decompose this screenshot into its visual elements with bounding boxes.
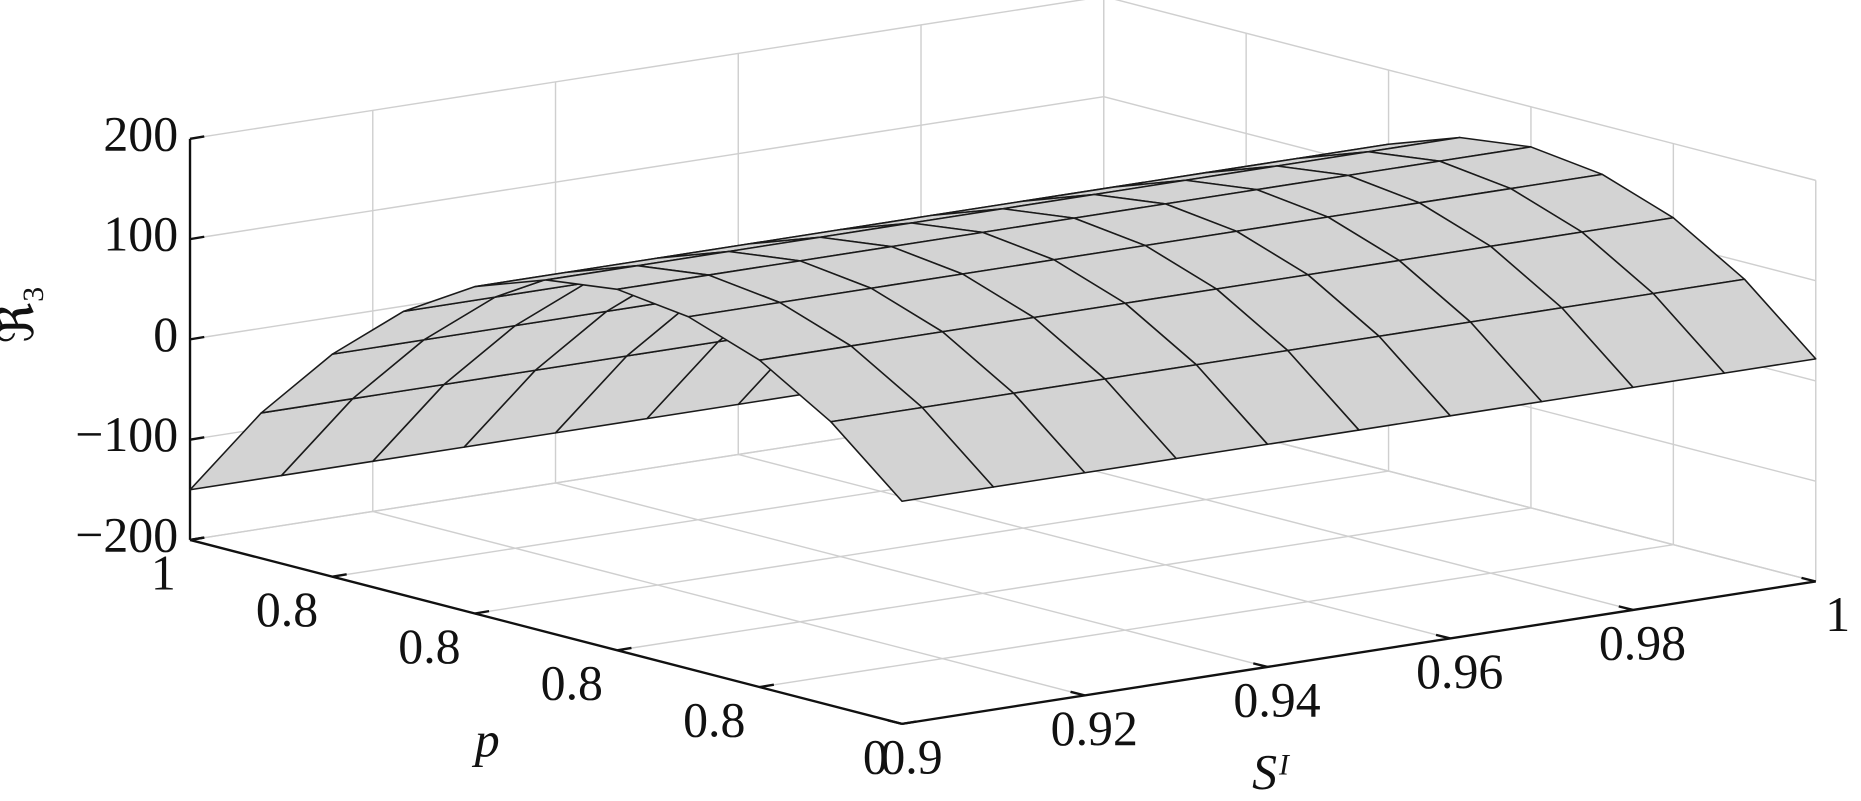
z-tick-label: 100 (103, 207, 178, 262)
s-tick-label: 0.9 (880, 729, 942, 784)
tick-mark (617, 646, 632, 652)
tick-mark (189, 135, 205, 141)
tick-mark (189, 436, 205, 441)
grid-line (189, 0, 1086, 140)
tick-mark (189, 235, 205, 241)
axis-line (189, 538, 903, 726)
grid-line (474, 470, 1389, 615)
s-axis-label: Sᴵ (1252, 745, 1291, 800)
s-tick-label: 0.96 (1416, 644, 1503, 699)
tick-mark (887, 719, 903, 726)
z-axis-label: ℜ₃ (0, 285, 44, 343)
p-axis-label: p (472, 713, 500, 768)
tick-mark (474, 609, 490, 615)
s-tick-label: 0.98 (1599, 615, 1686, 670)
s-tick-label: 1 (1825, 587, 1850, 642)
s-tick-label: 0.92 (1051, 701, 1138, 756)
tick-mark (759, 683, 775, 689)
tick-mark (1801, 576, 1817, 583)
grid-line (555, 482, 1268, 668)
grid-line (738, 453, 1451, 640)
tick-mark (189, 536, 205, 542)
p-tick-label: 0.8 (398, 619, 460, 674)
tick-mark (1618, 605, 1634, 612)
axis-line (901, 580, 1816, 726)
p-tick-label: 0 (863, 729, 888, 784)
tick-mark (1252, 662, 1268, 669)
tick-mark (189, 335, 205, 341)
grid-line (189, 96, 1104, 240)
tick-mark (1435, 633, 1451, 640)
s-tick-label: 0.94 (1233, 672, 1320, 727)
tick-mark (901, 720, 917, 726)
p-tick-label: 0.8 (541, 656, 603, 711)
grid-line (617, 507, 1532, 651)
tick-mark (1070, 690, 1086, 697)
grid-line (759, 543, 1674, 688)
z-tick-label: −100 (75, 407, 178, 462)
p-tick-label: 0.8 (683, 692, 745, 747)
p-tick-label: 0.8 (256, 582, 318, 637)
surface-patch (830, 406, 995, 503)
grid-line (372, 510, 1085, 697)
tick-mark (332, 573, 347, 578)
p-tick-label: 1 (151, 545, 176, 600)
grid-line (1114, 0, 1816, 182)
z-tick-label: −200 (75, 507, 178, 562)
z-tick-label: 200 (103, 106, 178, 161)
z-tick-label: 0 (153, 307, 178, 362)
